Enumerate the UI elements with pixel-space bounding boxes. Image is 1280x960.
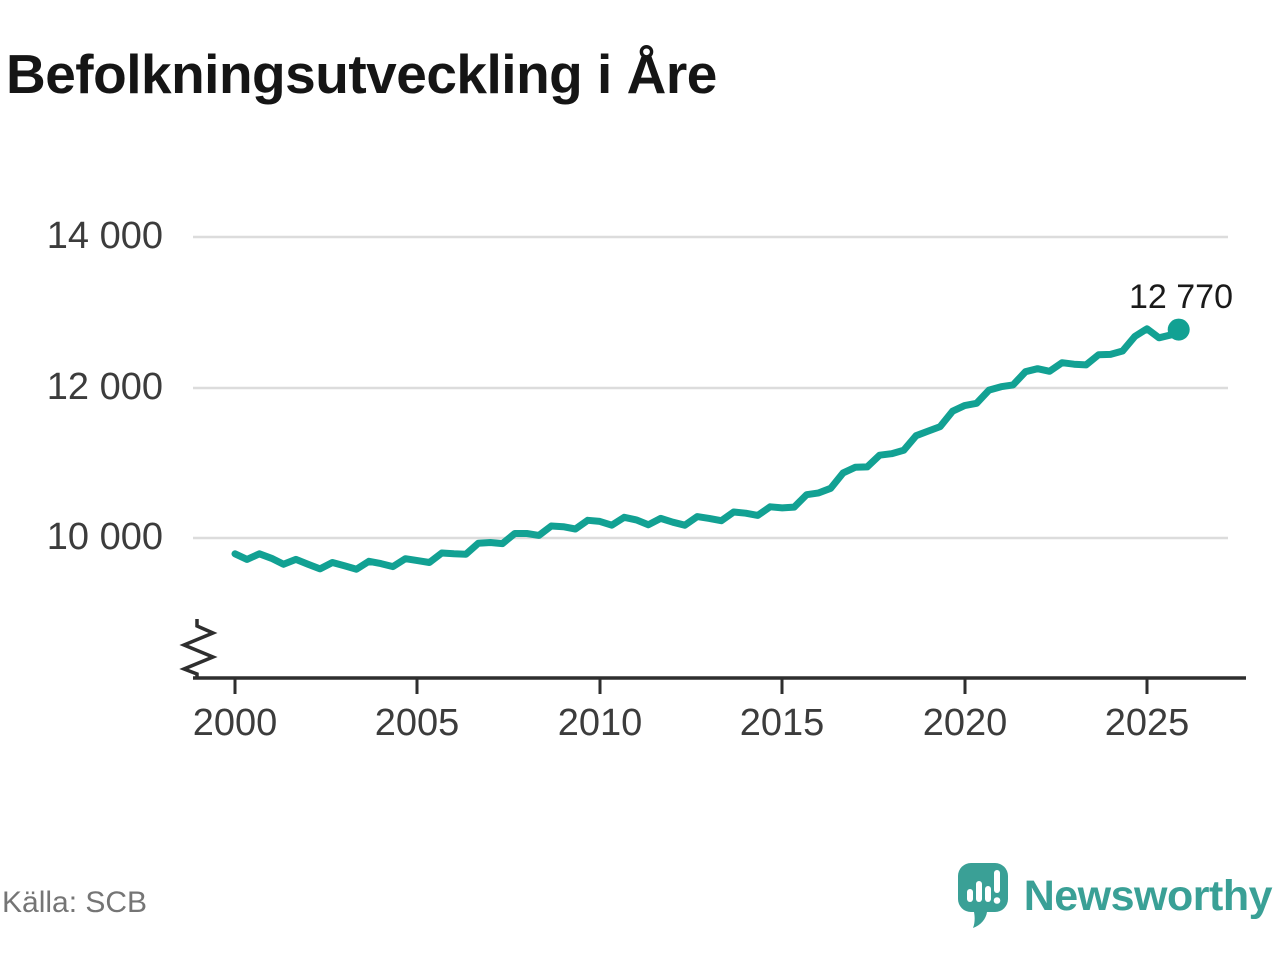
gridlines	[193, 235, 1228, 540]
x-tick-label-2005: 2005	[374, 702, 460, 744]
source-label: Källa: SCB	[2, 886, 148, 919]
endpoint-dot	[1167, 318, 1190, 341]
last-value-label: 12 770	[1129, 278, 1233, 316]
x-tick-label-2020: 2020	[922, 702, 1008, 744]
newsworthy-wordmark: Newsworthy	[1023, 871, 1273, 920]
bar-chart-glyph	[966, 870, 1001, 904]
tick-marks	[233, 679, 1149, 694]
newsworthy-logo-icon	[957, 863, 1008, 928]
x-tick-label-2015: 2015	[739, 702, 825, 744]
x-tick-label-2000: 2000	[192, 702, 278, 744]
y-tick-label-14000: 14 000	[46, 215, 163, 257]
y-tick-label-12000: 12 000	[46, 366, 163, 408]
x-tick-label-2010: 2010	[557, 702, 643, 744]
chart-title: Befolkningsutveckling i Åre	[6, 43, 717, 105]
axis-break-icon	[179, 619, 218, 679]
population-line	[231, 325, 1183, 573]
newsworthy-brand: Newsworthy	[957, 860, 1273, 932]
y-tick-label-10000: 10 000	[46, 516, 163, 558]
x-axis	[179, 619, 1246, 694]
x-tick-label-2025: 2025	[1104, 702, 1190, 744]
